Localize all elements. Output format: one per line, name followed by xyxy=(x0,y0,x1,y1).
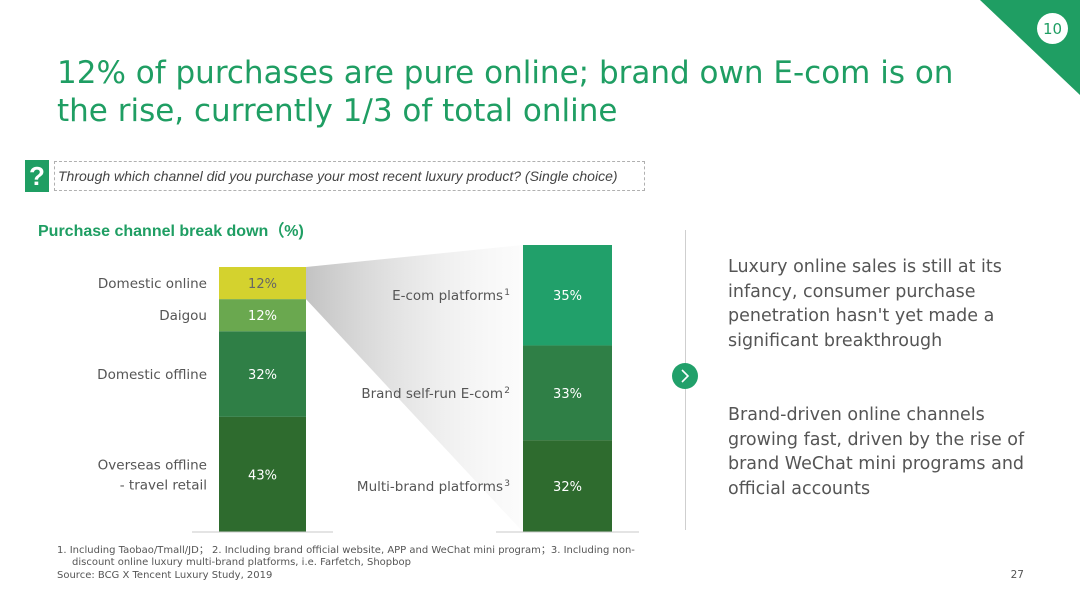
category-label: Multi-brand platforms xyxy=(357,479,503,495)
insight-text: Luxury online sales is still at its infa… xyxy=(728,257,1002,351)
footnote: discount online luxury multi-brand platf… xyxy=(72,557,411,568)
footnote-marker: 2 xyxy=(504,386,510,396)
source-note: Source: BCG X Tencent Luxury Study, 2019 xyxy=(57,570,273,581)
chevron-right-icon[interactable] xyxy=(672,363,698,389)
page-badge: 10 xyxy=(1037,13,1068,44)
bar-segment xyxy=(523,245,612,346)
data-label: 12% xyxy=(248,309,277,324)
category-label: Brand self-run E-com xyxy=(361,386,503,402)
category-label: Domestic offline xyxy=(97,367,207,383)
bar-segment xyxy=(219,299,306,332)
data-label: 12% xyxy=(248,277,277,292)
bar-segment xyxy=(523,440,612,532)
footnote: 1. Including Taobao/Tmall/JD； 2. Includi… xyxy=(57,545,635,556)
insight-text: Brand-driven online channels growing fas… xyxy=(728,405,1025,499)
question-mark-icon: ? xyxy=(25,160,49,192)
question-text: Through which channel did you purchase y… xyxy=(58,168,618,184)
data-label: 35% xyxy=(553,289,582,304)
category-label: E-com platforms xyxy=(392,288,503,304)
question-box xyxy=(54,161,645,191)
footnote-marker: 3 xyxy=(504,479,510,489)
bar-segment xyxy=(523,345,612,441)
data-label: 32% xyxy=(248,368,277,383)
category-label: Overseas offline xyxy=(98,457,207,473)
chevron-right-glyph xyxy=(681,369,690,383)
data-label: 32% xyxy=(553,480,582,495)
footnote-marker: 1 xyxy=(504,288,510,298)
chart-title: Purchase channel break down（%) xyxy=(38,223,304,240)
data-label: 33% xyxy=(553,387,582,402)
category-label: - travel retail xyxy=(120,477,207,493)
page-number: 27 xyxy=(1010,569,1024,581)
connector-shade xyxy=(306,245,523,532)
page-title: 12% of purchases are pure online; brand … xyxy=(57,55,954,129)
bar-segment xyxy=(219,267,306,300)
data-label: 43% xyxy=(248,468,277,483)
category-label: Daigou xyxy=(159,308,207,324)
bar-segment xyxy=(219,416,306,532)
category-label: Domestic online xyxy=(98,276,207,292)
bar-segment xyxy=(219,331,306,417)
